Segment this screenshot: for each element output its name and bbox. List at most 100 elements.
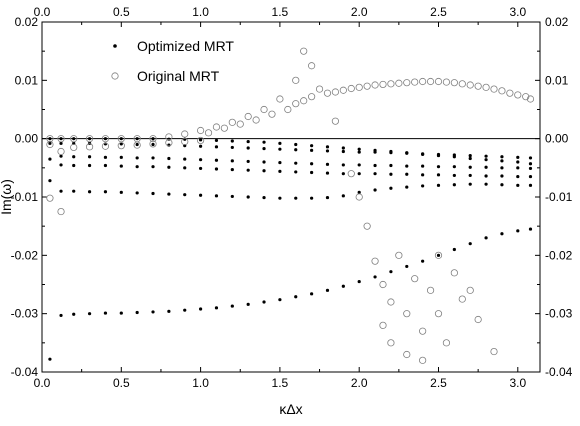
data-point-original-mrt <box>379 280 387 289</box>
data-point-optimized-mrt <box>405 151 409 155</box>
data-point-original-mrt <box>117 135 125 143</box>
data-point-original-mrt <box>363 222 371 230</box>
data-point-optimized-mrt <box>278 160 282 165</box>
data-point-optimized-mrt <box>516 155 520 159</box>
data-point-optimized-mrt <box>198 138 203 142</box>
y-tick-label-right: -0.03 <box>545 307 573 321</box>
data-point-optimized-mrt <box>167 156 171 161</box>
legend-label-original: Original MRT <box>137 68 220 84</box>
data-point-optimized-mrt <box>198 158 203 162</box>
data-point-original-mrt <box>458 295 466 303</box>
data-point-optimized-mrt <box>310 292 314 296</box>
data-point-optimized-mrt <box>528 174 533 179</box>
data-point-original-mrt <box>292 76 300 84</box>
data-point-optimized-mrt <box>452 247 456 252</box>
data-point-optimized-mrt <box>59 189 63 193</box>
data-point-original-mrt <box>85 143 94 151</box>
data-point-optimized-mrt <box>183 166 187 170</box>
data-point-optimized-mrt <box>341 163 345 167</box>
data-point-optimized-mrt <box>357 279 361 284</box>
data-point-optimized-mrt <box>389 270 393 274</box>
data-point-optimized-mrt <box>389 149 393 154</box>
data-point-original-mrt <box>379 80 387 89</box>
data-point-original-mrt <box>403 79 411 87</box>
data-point-optimized-mrt <box>373 148 377 152</box>
plot-frame <box>41 21 541 373</box>
x-tick-label-top: 2.0 <box>351 5 368 19</box>
data-point-optimized-mrt <box>516 174 520 179</box>
data-point-optimized-mrt <box>278 147 282 151</box>
data-point-optimized-mrt <box>278 298 282 302</box>
data-point-optimized-mrt <box>48 179 52 183</box>
data-point-optimized-mrt <box>500 159 504 163</box>
y-tick-label-left: -0.03 <box>11 307 39 321</box>
data-point-original-mrt <box>522 93 530 101</box>
data-point-optimized-mrt <box>103 137 108 141</box>
data-point-optimized-mrt <box>262 140 266 144</box>
data-point-optimized-mrt <box>246 146 250 150</box>
data-point-optimized-mrt <box>167 165 171 169</box>
data-point-optimized-mrt <box>357 172 361 176</box>
data-point-optimized-mrt <box>119 164 123 168</box>
data-point-optimized-mrt <box>484 158 488 162</box>
data-point-optimized-mrt <box>214 306 219 310</box>
data-point-original-mrt <box>331 88 340 96</box>
data-point-optimized-mrt <box>516 160 520 164</box>
data-point-optimized-mrt <box>294 142 298 147</box>
data-point-optimized-mrt <box>357 147 361 151</box>
x-tick-label-top: 2.5 <box>430 5 447 19</box>
data-point-original-mrt <box>498 87 506 95</box>
data-point-original-mrt <box>236 120 244 128</box>
data-point-original-mrt <box>482 83 490 91</box>
data-point-original-mrt <box>490 347 498 356</box>
data-point-optimized-mrt <box>405 164 409 168</box>
data-point-optimized-mrt <box>484 154 488 158</box>
data-point-optimized-mrt <box>262 160 266 164</box>
data-point-original-mrt <box>355 83 363 91</box>
data-point-original-mrt <box>308 62 316 70</box>
data-point-optimized-mrt <box>246 195 250 199</box>
data-point-original-mrt <box>57 147 65 156</box>
data-point-optimized-mrt <box>294 170 298 174</box>
data-point-optimized-mrt <box>72 312 76 316</box>
y-axis-label: Im(ω) <box>0 179 14 215</box>
data-point-original-mrt <box>434 310 443 318</box>
x-tick-label-top: 0.0 <box>34 5 51 19</box>
data-point-optimized-mrt <box>484 174 488 178</box>
data-point-original-mrt <box>133 135 141 143</box>
data-point-original-mrt <box>260 105 268 114</box>
data-point-optimized-mrt <box>373 163 377 168</box>
data-point-optimized-mrt <box>500 232 504 236</box>
data-point-optimized-mrt <box>59 141 63 145</box>
data-point-optimized-mrt <box>468 165 472 169</box>
data-point-original-mrt <box>70 135 78 143</box>
data-point-optimized-mrt <box>151 310 155 314</box>
data-point-optimized-mrt <box>87 190 92 194</box>
y-tick-label-left: -0.01 <box>11 190 39 204</box>
data-point-optimized-mrt <box>167 309 171 313</box>
data-point-optimized-mrt <box>421 259 425 263</box>
data-point-optimized-mrt <box>516 229 520 233</box>
data-point-original-mrt <box>284 105 292 114</box>
data-point-optimized-mrt <box>48 141 52 145</box>
data-point-original-mrt <box>220 124 228 132</box>
x-tick-label-bottom: 1.0 <box>192 376 209 390</box>
data-point-optimized-mrt <box>373 172 377 176</box>
data-point-optimized-mrt <box>452 155 456 159</box>
data-point-optimized-mrt <box>198 307 203 311</box>
x-tick-label-top: 1.5 <box>272 5 289 19</box>
data-point-optimized-mrt <box>183 193 187 197</box>
data-point-original-mrt <box>526 95 535 103</box>
data-point-optimized-mrt <box>246 139 250 144</box>
data-point-optimized-mrt <box>103 163 108 168</box>
y-tick-label-right: 0.00 <box>545 132 569 146</box>
data-point-optimized-mrt <box>357 190 361 194</box>
data-point-optimized-mrt <box>500 183 504 187</box>
data-point-original-mrt <box>292 100 300 108</box>
data-point-original-mrt <box>300 47 308 55</box>
data-point-optimized-mrt <box>405 172 409 176</box>
x-tick-label-top: 0.5 <box>113 5 130 19</box>
data-point-original-mrt <box>276 95 284 103</box>
data-point-optimized-mrt <box>294 161 298 165</box>
data-point-original-mrt <box>315 85 324 93</box>
